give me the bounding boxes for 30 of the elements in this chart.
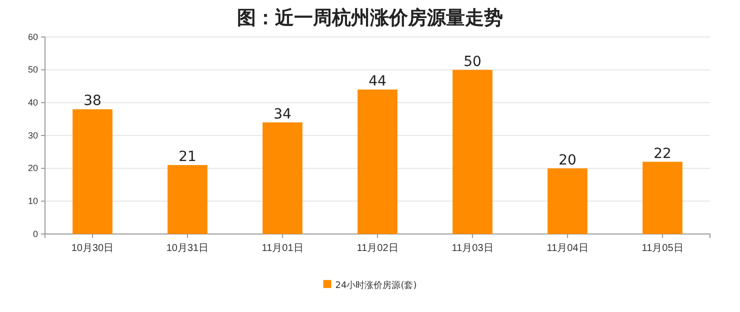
y-tick-label: 10 <box>28 196 38 206</box>
y-tick-label: 50 <box>28 64 38 75</box>
x-tick-label: 11月03日 <box>452 243 494 254</box>
y-tick-label: 40 <box>28 98 38 108</box>
data-label: 20 <box>558 152 576 168</box>
bar <box>262 122 302 234</box>
x-tick-label: 10月31日 <box>166 243 209 254</box>
bar <box>642 162 682 234</box>
data-label: 21 <box>178 149 196 166</box>
data-label: 22 <box>654 146 672 162</box>
y-tick-label: 20 <box>28 163 38 174</box>
x-tick-label: 11月05日 <box>642 243 684 254</box>
data-label: 44 <box>368 74 386 90</box>
y-tick-label: 60 <box>28 32 38 42</box>
x-tick-label: 11月02日 <box>356 243 398 254</box>
legend-label: 24小时涨价房源(套) <box>335 280 417 291</box>
x-tick-label: 11月01日 <box>262 243 304 254</box>
data-label: 34 <box>274 106 292 122</box>
bar <box>548 168 588 234</box>
bar <box>358 90 398 234</box>
x-tick-label: 10月30日 <box>71 243 114 254</box>
data-label: 50 <box>464 54 482 70</box>
x-tick-label: 11月04日 <box>546 243 588 254</box>
bar <box>72 109 112 234</box>
bar <box>168 165 208 234</box>
y-tick-label: 0 <box>32 228 38 239</box>
bar <box>452 70 492 234</box>
chart-title: 图：近一周杭州涨价房源量走势 <box>237 7 503 29</box>
data-label: 38 <box>84 93 102 110</box>
y-tick-label: 30 <box>28 130 38 140</box>
